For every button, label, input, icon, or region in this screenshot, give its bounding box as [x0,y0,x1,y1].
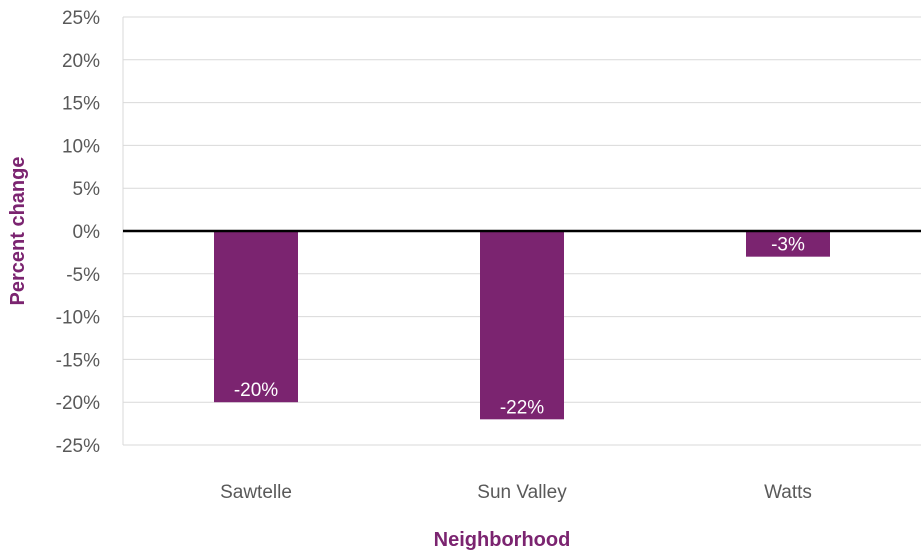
y-tick-label: 20% [62,51,100,72]
y-tick-label: -10% [56,308,100,329]
x-category-label: Sun Valley [477,482,567,503]
y-tick-label: -5% [66,265,100,286]
bar-sun-valley [480,231,564,420]
y-tick-label: 5% [73,179,101,200]
y-tick-label: -20% [56,393,100,414]
x-axis-category-labels: Sawtelle Sun Valley Watts [220,482,812,503]
y-tick-label: 10% [62,136,100,157]
y-tick-label: -25% [56,436,100,457]
data-labels: -20% -22% -3% [234,235,805,419]
data-label: -22% [500,397,544,418]
y-tick-label: 0% [73,222,101,243]
y-axis-tick-labels: 25% 20% 15% 10% 5% 0% -5% -10% -15% -20% -25% [56,8,100,457]
y-tick-label: -15% [56,350,100,371]
data-label: -20% [234,380,278,401]
bars [214,231,830,420]
x-category-label: Watts [764,482,812,503]
data-label: -3% [771,235,805,256]
bar-watts [746,231,830,257]
y-tick-label: 25% [62,8,100,29]
y-tick-label: 15% [62,94,100,115]
y-axis-title: Percent change [7,157,29,306]
bar-sawtelle [214,231,298,403]
x-category-label: Sawtelle [220,482,292,503]
x-axis-title: Neighborhood [434,529,571,551]
